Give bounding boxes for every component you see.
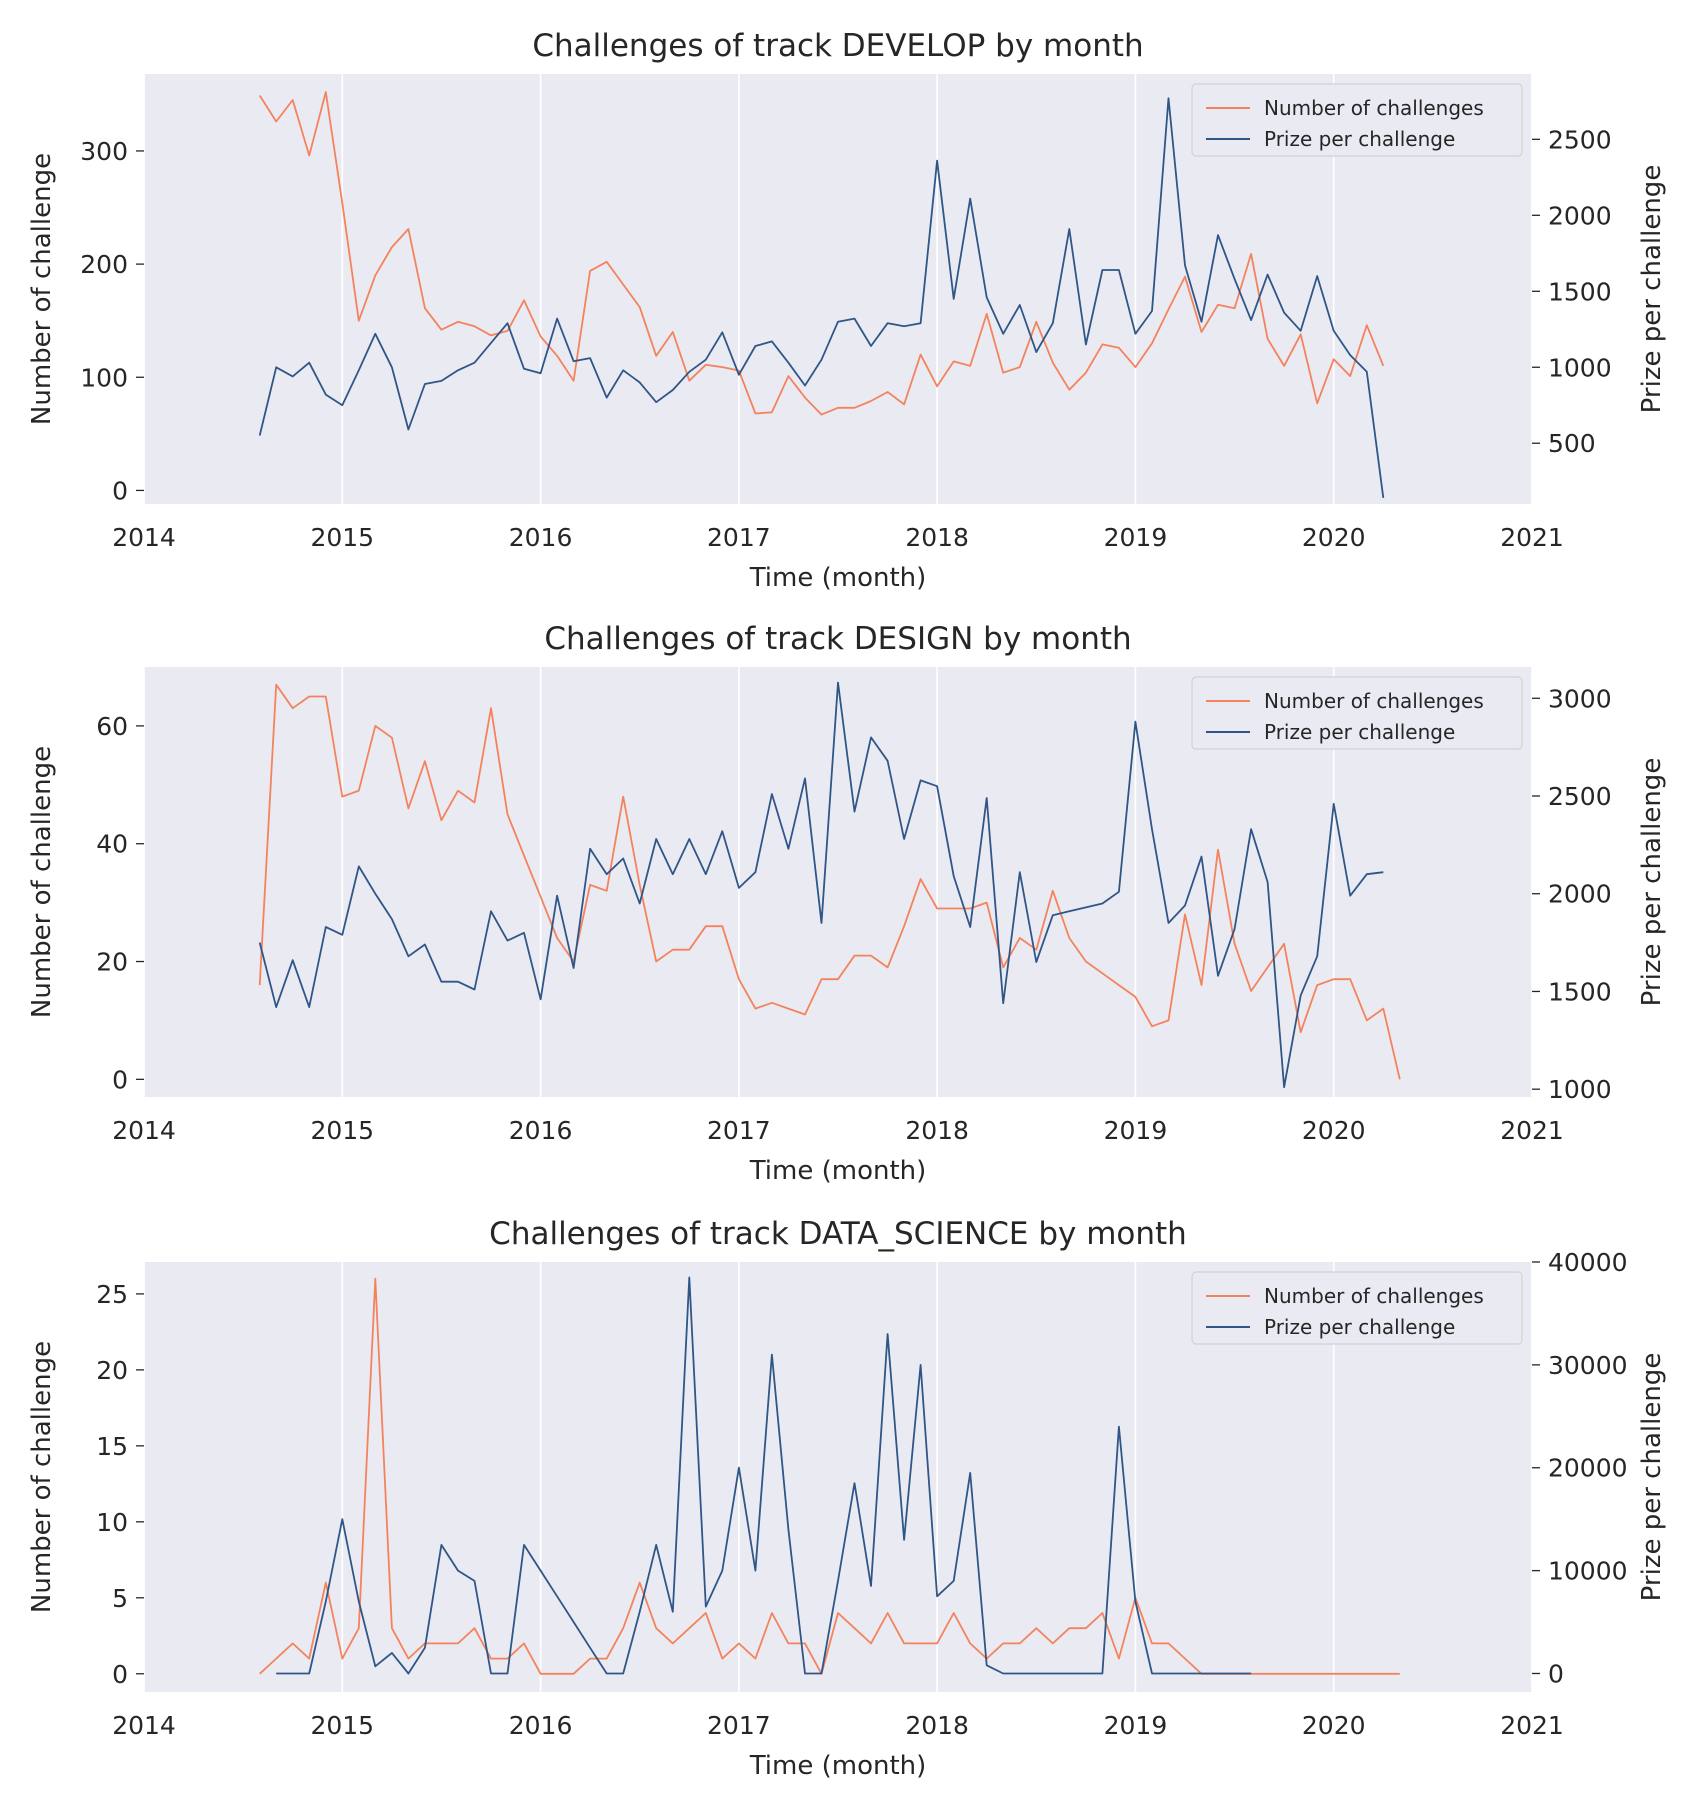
series-line-prize xyxy=(258,97,1385,499)
chart-title: Challenges of track DATA_SCIENCE by mont… xyxy=(489,1216,1187,1252)
x-tick-label: 2020 xyxy=(1302,1116,1366,1145)
y-tick-label-left: 20 xyxy=(96,1356,128,1385)
x-tick-label: 2017 xyxy=(707,1116,771,1145)
x-tick-label: 2016 xyxy=(509,523,573,552)
y-tick-label-left: 40 xyxy=(96,830,128,859)
x-axis-label: Time (month) xyxy=(749,1751,927,1781)
legend: Number of challenges Prize per challenge xyxy=(1191,1271,1523,1345)
y-tick-label-left: 10 xyxy=(96,1508,128,1537)
y-tick-label-right: 1500 xyxy=(1548,277,1612,306)
legend-entry: Prize per challenge xyxy=(1264,127,1455,151)
y-tick-label-left: 0 xyxy=(112,476,128,505)
x-tick-label: 2017 xyxy=(707,523,771,552)
y-tick-label-right: 2000 xyxy=(1548,201,1612,230)
legend-box xyxy=(1191,676,1523,750)
x-tick-label: 2017 xyxy=(707,1711,771,1740)
y-tick-label-right: 10000 xyxy=(1548,1557,1628,1586)
x-tick-label: 2015 xyxy=(310,1116,374,1145)
legend-entry: Number of challenges xyxy=(1264,96,1484,120)
y-tick-label-left: 0 xyxy=(112,1660,128,1689)
series-line-prize xyxy=(276,1276,1252,1675)
y-tick-label-right: 0 xyxy=(1548,1659,1564,1688)
x-tick-label: 2015 xyxy=(310,523,374,552)
y-tick-label-left: 200 xyxy=(80,250,128,279)
legend-box xyxy=(1191,83,1523,157)
x-tick-label: 2020 xyxy=(1302,523,1366,552)
series-line-challenges xyxy=(258,91,1385,416)
x-tick-label: 2014 xyxy=(112,1116,176,1145)
y-tick-label-right: 2000 xyxy=(1548,880,1612,909)
y-tick-label-left: 20 xyxy=(96,948,128,977)
y-tick-label-right: 30000 xyxy=(1548,1351,1628,1380)
chart-panel-1: 2014 2015 2016 2017 2018 2019 2020 2021 0 100 200 3… xyxy=(27,28,1667,593)
x-tick-label: 2018 xyxy=(905,1116,969,1145)
legend: Number of challenges Prize per challenge xyxy=(1191,83,1523,157)
y-tick-label-right: 20000 xyxy=(1548,1454,1628,1483)
x-tick-label: 2014 xyxy=(112,523,176,552)
chart-panel-2: 2014 2015 2016 2017 2018 2019 2020 2021 0 20 40 60 1… xyxy=(27,621,1667,1186)
series-line-prize xyxy=(258,681,1384,1089)
y-axis-label-right: Prize per challenge xyxy=(1637,1353,1667,1602)
x-tick-label: 2020 xyxy=(1302,1711,1366,1740)
y-tick-label-right: 2500 xyxy=(1548,125,1612,154)
x-tick-label: 2019 xyxy=(1104,1711,1168,1740)
x-tick-label: 2018 xyxy=(905,1711,969,1740)
y-axis-label-left: Number of challenge xyxy=(27,153,57,425)
y-tick-label-left: 300 xyxy=(80,137,128,166)
x-tick-label: 2019 xyxy=(1104,523,1168,552)
x-tick-label: 2015 xyxy=(310,1711,374,1740)
x-tick-label: 2019 xyxy=(1104,1116,1168,1145)
legend-box xyxy=(1191,1271,1523,1345)
x-tick-label: 2021 xyxy=(1500,1116,1564,1145)
x-tick-label: 2021 xyxy=(1500,1711,1564,1740)
x-tick-label: 2021 xyxy=(1500,523,1564,552)
x-tick-label: 2018 xyxy=(905,523,969,552)
legend-entry: Number of challenges xyxy=(1264,1284,1484,1308)
x-tick-label: 2016 xyxy=(509,1116,573,1145)
y-axis-label-left: Number of challenge xyxy=(27,1341,57,1613)
x-axis-label: Time (month) xyxy=(749,1156,927,1186)
legend-entry: Prize per challenge xyxy=(1264,1315,1455,1339)
y-axis-label-right: Prize per challenge xyxy=(1637,758,1667,1007)
legend-entry: Number of challenges xyxy=(1264,689,1484,713)
chart-title: Challenges of track DEVELOP by month xyxy=(532,28,1143,64)
y-axis-label-right: Prize per challenge xyxy=(1637,165,1667,414)
chart-title: Challenges of track DESIGN by month xyxy=(544,621,1131,657)
x-axis-label: Time (month) xyxy=(749,563,927,593)
y-tick-label-left: 60 xyxy=(96,712,128,741)
y-tick-label-right: 2500 xyxy=(1548,782,1612,811)
chart-panel-3: 2014 2015 2016 2017 2018 2019 2020 2021 0 5 10 15 20… xyxy=(27,1216,1667,1781)
y-tick-label-left: 5 xyxy=(112,1584,128,1613)
y-tick-label-right: 1500 xyxy=(1548,977,1612,1006)
y-tick-label-left: 25 xyxy=(96,1280,128,1309)
x-tick-label: 2014 xyxy=(112,1711,176,1740)
y-tick-label-right: 500 xyxy=(1548,429,1596,458)
y-axis-label-left: Number of challenge xyxy=(27,746,57,1018)
legend: Number of challenges Prize per challenge xyxy=(1191,676,1523,750)
y-tick-label-right: 3000 xyxy=(1548,684,1612,713)
y-tick-label-left: 100 xyxy=(80,363,128,392)
y-tick-label-left: 15 xyxy=(96,1432,128,1461)
x-tick-label: 2016 xyxy=(509,1711,573,1740)
legend-entry: Prize per challenge xyxy=(1264,720,1455,744)
y-tick-label-right: 1000 xyxy=(1548,1075,1612,1104)
y-tick-label-right: 1000 xyxy=(1548,353,1612,382)
y-tick-label-right: 40000 xyxy=(1548,1248,1628,1277)
y-tick-label-left: 0 xyxy=(112,1065,128,1094)
